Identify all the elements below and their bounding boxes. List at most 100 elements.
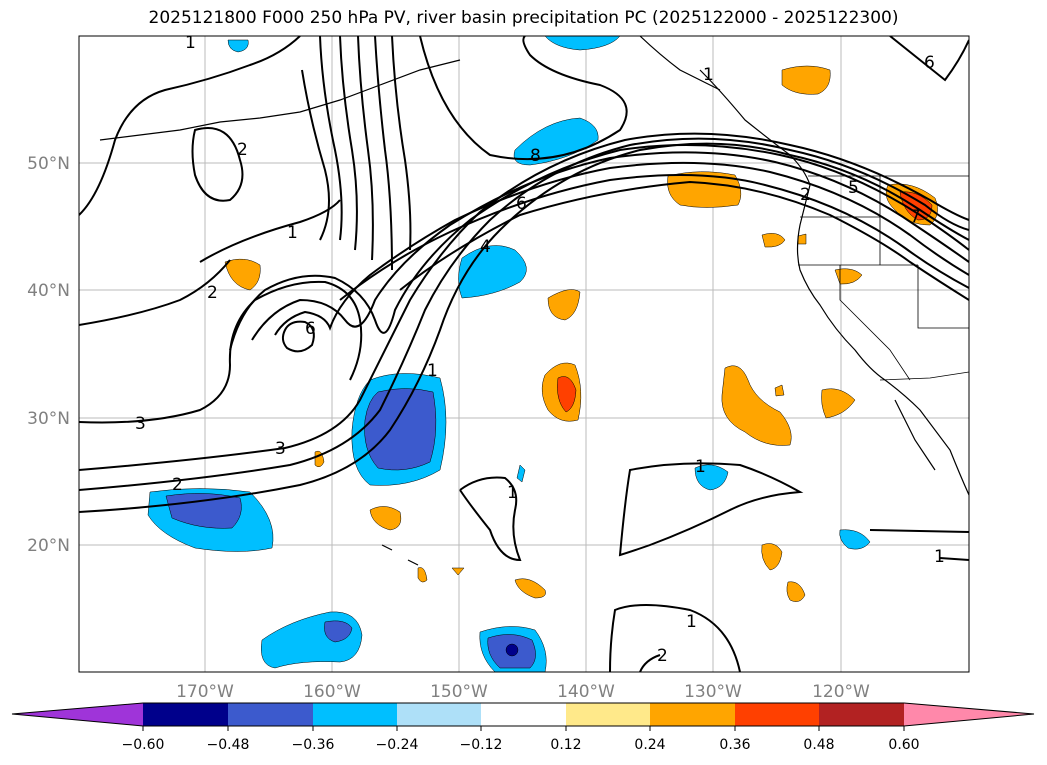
orange-blob-small-2 [761, 543, 783, 571]
contour-label: 5 [848, 178, 859, 198]
colorbar-extend-low [12, 703, 143, 726]
border-mexico [879, 371, 969, 381]
colorbar-segment [819, 703, 904, 726]
contour-label: 4 [480, 237, 491, 257]
colorbar-tick-label: −0.48 [207, 737, 250, 753]
contour-4-jet [229, 144, 969, 351]
contour-label: 8 [530, 146, 541, 166]
lat-label-50n: 50°N [27, 154, 70, 174]
contour-label: 6 [924, 53, 935, 73]
contour-2-west [79, 259, 231, 326]
orange-blob-small-9 [451, 567, 465, 576]
orange-blob-small-6 [514, 578, 546, 599]
orange-blob-alaska [781, 65, 831, 95]
orange-blob-small-8 [417, 567, 428, 583]
contour-label: 1 [427, 361, 438, 381]
lon-label-160w: 160°W [303, 682, 361, 702]
contour-label: 1 [695, 457, 706, 477]
blue-blob-top [544, 36, 621, 51]
contour-label: 7 [910, 207, 921, 227]
contour-label: 2 [237, 140, 248, 160]
contour-label: 3 [135, 414, 146, 434]
coastline-alaska [639, 36, 721, 91]
contour-label: 2 [800, 185, 811, 205]
lon-label-150w: 150°W [430, 682, 488, 702]
contour-6-closed [281, 320, 315, 353]
border-nevada [917, 265, 969, 329]
lon-label-140w: 140°W [557, 682, 615, 702]
contour-1-south-bottom [609, 604, 741, 672]
lat-label-20n: 20°N [27, 536, 70, 556]
contour-label: 1 [703, 65, 714, 85]
contour-label: 6 [516, 194, 527, 214]
contour-label: 2 [172, 475, 183, 495]
colorbar-tick-label: 0.12 [550, 737, 581, 753]
colorbar-segment [143, 703, 228, 726]
colorbar-tick-label: 0.60 [888, 737, 919, 753]
lat-label-group: 50°N 40°N 30°N 20°N [27, 154, 70, 556]
colorbar-tick-label: 0.36 [719, 737, 750, 753]
colorbar-extend-high [904, 703, 1034, 726]
contour-2-bottom [639, 654, 661, 672]
contour-alaska-top [889, 36, 969, 82]
orange-blob-pnw-coast [667, 171, 742, 208]
colorbar-segment [566, 703, 650, 726]
coastline-aleutians [99, 59, 461, 141]
map-frame [78, 35, 970, 673]
contour-label: 1 [287, 223, 298, 243]
contour-meridional-3 [339, 36, 358, 251]
orange-blob-small-4 [761, 233, 786, 248]
royal-blob-bottom-left [324, 620, 353, 643]
royal-blob-large [364, 388, 437, 471]
colorbar-segment [228, 703, 313, 726]
colorbar-tick-label: −0.36 [292, 737, 335, 753]
contour-1-mid [199, 199, 341, 263]
colorbar-tick-label: 0.24 [634, 737, 665, 753]
colorbar-segment [481, 703, 566, 726]
navy-blob-bottom-mid [505, 643, 519, 657]
lon-label-130w: 130°W [684, 682, 742, 702]
colorbar-tick-label: −0.24 [376, 737, 419, 753]
contour-label: 1 [185, 33, 196, 53]
orange-blob-41n-143w [547, 289, 581, 321]
orange-blob-hawaii [369, 506, 402, 531]
lat-label-30n: 30°N [27, 409, 70, 429]
lat-label-40n: 40°N [27, 281, 70, 301]
contour-meridional-6 [391, 36, 412, 251]
contour-1-se2 [939, 557, 969, 561]
contour-label: 3 [275, 439, 286, 459]
contour-6-jet [274, 161, 969, 336]
contour-label: 1 [934, 547, 945, 567]
contour-meridional-1 [301, 69, 330, 241]
map-title: 2025121800 F000 250 hPa PV, river basin … [148, 8, 899, 28]
contour-label-group: 1 2 6 8 6 4 1 2 6 5 7 1 2 3 3 2 1 1 1 1 … [135, 33, 945, 666]
orange-blob-42n-168w [224, 258, 261, 291]
contour-1-south [79, 142, 969, 513]
blue-blob-top-small [227, 39, 249, 53]
contour-label: 2 [657, 646, 668, 666]
contour-1-nw [79, 36, 301, 216]
contour-meridional-2 [319, 36, 343, 241]
contour-2-south [79, 137, 969, 491]
map-panel [79, 36, 969, 672]
blue-blob-small-1 [694, 464, 729, 491]
blue-blob-gulf [513, 117, 599, 166]
orange-blob-30n-130w [721, 365, 792, 446]
orange-blob-small-11 [797, 233, 807, 245]
contour-label: 2 [207, 283, 218, 303]
contour-5-jet [251, 151, 969, 341]
colorbar-tick-label: −0.60 [122, 737, 165, 753]
contour-meridional-4 [357, 36, 374, 261]
orange-blob-small-3 [786, 581, 806, 602]
orange-blob-small-1 [821, 388, 856, 419]
contour-label: 1 [507, 483, 518, 503]
contour-2-nw [191, 127, 244, 202]
lon-label-170w: 170°W [176, 682, 234, 702]
contour-label: 1 [686, 612, 697, 632]
contour-label: 6 [305, 319, 316, 339]
colorbar-ticks [142, 726, 905, 731]
orange-blob-small-10 [774, 384, 785, 397]
pv-contours [79, 36, 969, 672]
contour-1-east [618, 462, 804, 557]
contour-gulf [419, 36, 628, 161]
